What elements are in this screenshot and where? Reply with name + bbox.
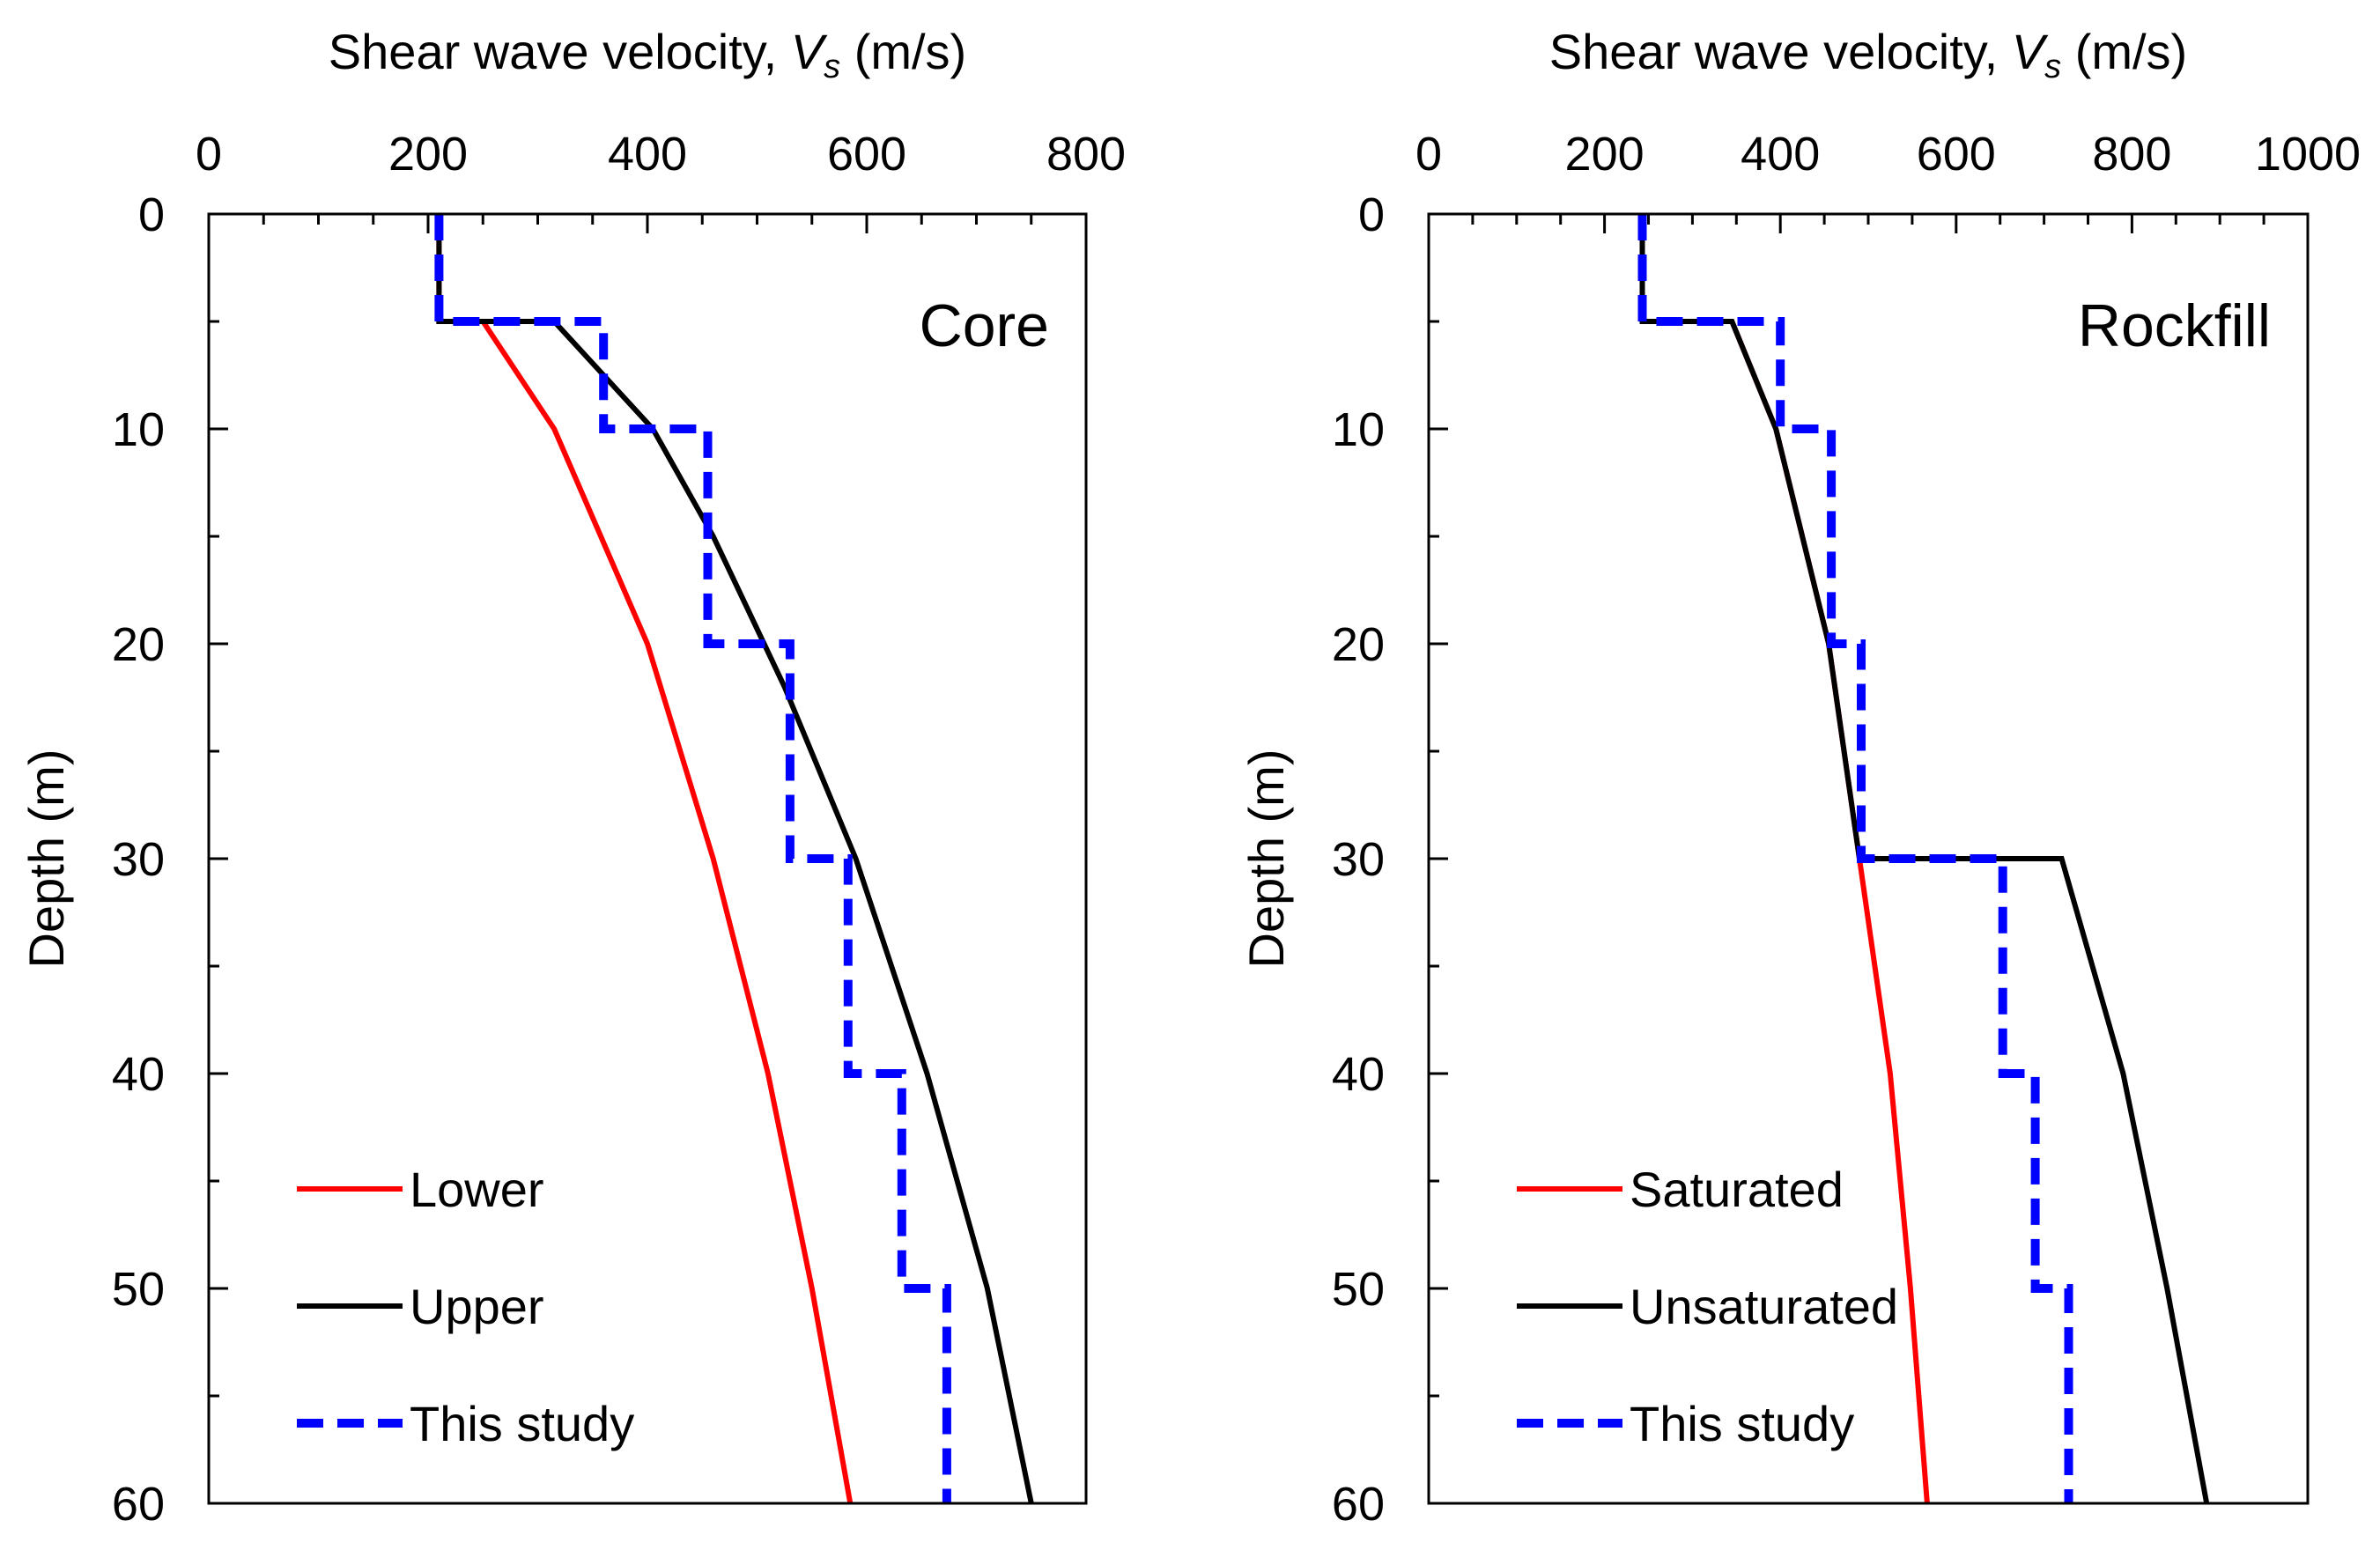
rockfill-x-axis-title: Shear wave velocity, Vs (m/s): [1549, 24, 2187, 85]
core-x-tick-label-200: 200: [388, 128, 468, 181]
core-legend-label-this-study: This study: [410, 1396, 634, 1451]
core-x-tick-label-800: 800: [1046, 128, 1126, 181]
rockfill-y-tick-label-0: 0: [1358, 188, 1385, 241]
rockfill-legend-label-saturated: Saturated: [1630, 1162, 1844, 1217]
core-x-tick-label-400: 400: [608, 128, 687, 181]
core-y-tick-label-60: 60: [112, 1478, 165, 1531]
rockfill-y-tick-label-30: 30: [1332, 833, 1385, 886]
core-plot-lines: [434, 214, 1034, 1504]
core-tick-marks: [207, 212, 1088, 1505]
core-y-tick-label-20: 20: [112, 618, 165, 671]
core-x-tick-label-600: 600: [827, 128, 906, 181]
rockfill-x-tick-label-200: 200: [1565, 128, 1645, 181]
core-legend-label-upper: Upper: [410, 1279, 544, 1334]
rockfill-y-tick-label-60: 60: [1332, 1478, 1385, 1531]
rockfill-y-tick-label-40: 40: [1332, 1048, 1385, 1101]
core-legend-label-lower: Lower: [410, 1162, 544, 1217]
rockfill-plot-lines: [1637, 214, 2210, 1504]
rockfill-y-tick-label-50: 50: [1332, 1263, 1385, 1316]
rockfill-y-tick-label-20: 20: [1332, 618, 1385, 671]
rockfill-x-tick-label-800: 800: [2092, 128, 2171, 181]
rockfill-x-tick-label-1000: 1000: [2255, 128, 2361, 181]
core-y-tick-label-50: 50: [112, 1263, 165, 1316]
core-y-tick-label-30: 30: [112, 833, 165, 886]
core-y-tick-label-40: 40: [112, 1048, 165, 1101]
rockfill-panel-label: Rockfill: [2078, 292, 2271, 359]
rockfill-x-tick-label-0: 0: [1415, 128, 1442, 181]
rockfill-x-tick-label-600: 600: [1917, 128, 1996, 181]
core-series-this-study-line: [434, 214, 951, 1503]
rockfill-panel: 0 200 400 600 800 1000 0 10 20 30 40 50 60 Shear wav…: [1238, 24, 2361, 1531]
core-panel: 0 200 400 600 800 0 10 20 30 40 50 60 Shear wave ve…: [18, 24, 1126, 1531]
rockfill-series-unsaturated-line: [1639, 214, 2210, 1504]
rockfill-tick-labels: 0 200 400 600 800 1000 0 10 20 30 40 50 60: [1332, 128, 2361, 1531]
rockfill-y-axis-title: Depth (m): [1238, 749, 1294, 969]
rockfill-series-this-study-line: [1637, 214, 2073, 1503]
rockfill-x-tick-label-400: 400: [1741, 128, 1820, 181]
core-legend: Lower Upper This study: [297, 1162, 634, 1451]
rockfill-legend-label-unsaturated: Unsaturated: [1630, 1279, 1898, 1334]
rockfill-legend-label-this-study: This study: [1630, 1396, 1854, 1451]
core-tick-labels: 0 200 400 600 800 0 10 20 30 40 50 60: [112, 128, 1126, 1531]
core-panel-label: Core: [920, 292, 1049, 359]
core-x-tick-label-0: 0: [196, 128, 222, 181]
core-y-tick-label-10: 10: [112, 403, 165, 456]
rockfill-legend: Saturated Unsaturated This study: [1517, 1162, 1898, 1451]
rockfill-tick-marks: [1427, 212, 2310, 1505]
core-x-axis-title: Shear wave velocity, Vs (m/s): [329, 24, 966, 85]
core-y-axis-title: Depth (m): [18, 749, 74, 969]
rockfill-y-tick-label-10: 10: [1332, 403, 1385, 456]
core-y-tick-label-0: 0: [138, 188, 165, 241]
